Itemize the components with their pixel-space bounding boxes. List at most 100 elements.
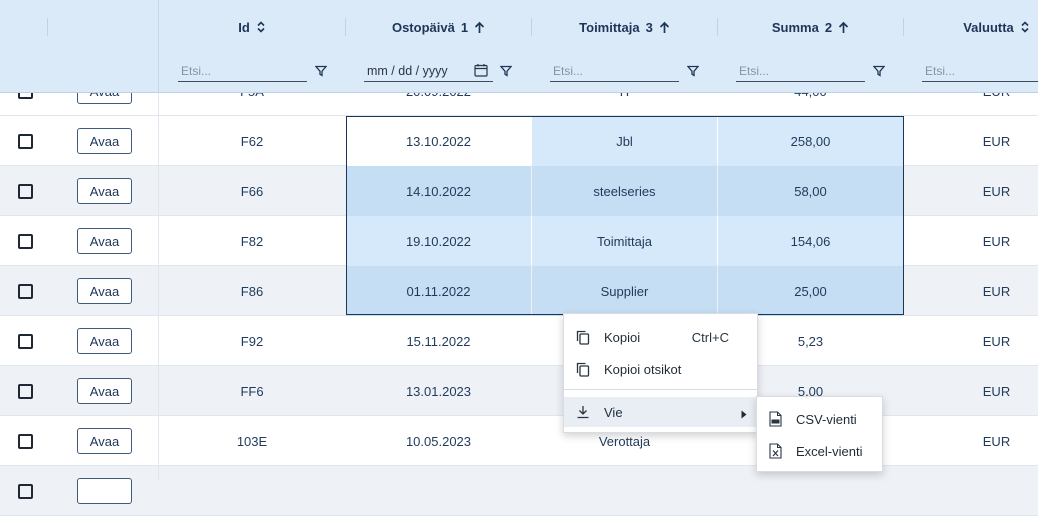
export-submenu: CSV-vienti Excel-vienti (756, 396, 883, 472)
row-checkbox[interactable] (18, 334, 33, 349)
supplier-cell[interactable]: Jbl (532, 116, 717, 166)
column-separator[interactable] (717, 18, 718, 36)
date-filter-input[interactable]: mm / dd / yyyy (364, 60, 493, 82)
open-button[interactable]: Avaa (77, 428, 132, 454)
table-row: Avaa 103E 10.05.2023 Verottaja EUR (0, 416, 1038, 466)
column-header-valuutta[interactable]: Valuutta (904, 17, 1038, 37)
row-checkbox[interactable] (18, 184, 33, 199)
open-button[interactable]: Avaa (77, 328, 132, 354)
sort-unsorted-icon[interactable] (1020, 21, 1030, 33)
open-button[interactable]: Avaa (77, 178, 132, 204)
amount-cell[interactable]: 5,23 (797, 333, 824, 349)
currency-cell[interactable]: EUR (982, 183, 1011, 199)
menu-item-export[interactable]: Vie (564, 397, 757, 427)
menu-item-copy[interactable]: Kopioi Ctrl+C (564, 322, 757, 352)
id-cell[interactable]: 103E (236, 433, 268, 449)
column-header-summa[interactable]: Summa 2 (718, 17, 903, 37)
column-header-toimittaja[interactable]: Toimittaja 3 (532, 17, 717, 37)
row-checkbox[interactable] (18, 134, 33, 149)
csv-file-icon (769, 411, 782, 430)
sort-order-badge: 2 (824, 19, 833, 35)
sort-unsorted-icon[interactable] (256, 21, 266, 33)
sort-ascending-icon[interactable] (659, 21, 670, 34)
table-row: Avaa F62 13.10.2022 Jbl 258,00 EUR (0, 116, 1038, 166)
submenu-arrow-icon (741, 407, 747, 422)
date-cell[interactable]: 15.11.2022 (406, 333, 471, 349)
date-cell[interactable]: 01.11.2022 (346, 266, 531, 316)
amount-cell[interactable]: 154,06 (718, 216, 903, 266)
currency-cell[interactable]: EUR (982, 433, 1011, 449)
sort-ascending-icon[interactable] (474, 21, 485, 34)
column-separator[interactable] (345, 18, 346, 36)
id-cell[interactable]: F86 (240, 283, 264, 299)
row-checkbox[interactable] (18, 284, 33, 299)
id-cell[interactable]: FF6 (240, 383, 264, 399)
column-header-valuutta-label: Valuutta (963, 19, 1014, 35)
menu-item-csv-export[interactable]: CSV-vienti (757, 404, 882, 434)
currency-cell[interactable]: EUR (982, 233, 1011, 249)
copy-icon (576, 362, 590, 380)
id-cell[interactable]: F66 (240, 183, 264, 199)
currency-cell[interactable]: EUR (982, 283, 1011, 299)
id-cell[interactable]: F92 (240, 333, 264, 349)
supplier-cell[interactable]: Toimittaja (532, 216, 717, 266)
date-cell[interactable]: 13.01.2023 (405, 383, 472, 399)
id-cell[interactable]: F82 (240, 233, 264, 249)
id-filter-input[interactable]: Etsi... (178, 60, 307, 82)
menu-item-excel-export-label: Excel-vienti (796, 443, 863, 459)
date-cell[interactable]: 10.05.2023 (405, 433, 472, 449)
column-separator (158, 0, 159, 93)
column-header-ostopaiva-label: Ostopäivä (391, 19, 455, 35)
copy-icon (576, 330, 590, 348)
currency-cell[interactable]: EUR (982, 133, 1011, 149)
column-header-id[interactable]: Id (159, 17, 345, 37)
open-button[interactable]: Avaa (77, 278, 132, 304)
supplier-cell[interactable]: steelseries (532, 166, 717, 216)
column-separator[interactable] (531, 18, 532, 36)
amount-cell[interactable]: 25,00 (718, 266, 903, 316)
currency-cell[interactable]: EUR (982, 383, 1011, 399)
row-checkbox[interactable] (18, 234, 33, 249)
date-cell[interactable]: 14.10.2022 (346, 166, 531, 216)
menu-item-export-label: Vie (604, 404, 623, 420)
valuutta-filter-input[interactable]: Etsi... (922, 60, 1038, 82)
menu-divider (564, 389, 757, 390)
sort-order-badge: 1 (460, 19, 469, 35)
table-row (0, 466, 1038, 516)
summa-filter-input[interactable]: Etsi... (736, 60, 865, 82)
open-button[interactable]: Avaa (77, 228, 132, 254)
filter-icon[interactable] (686, 64, 700, 82)
table-row: Avaa F92 15.11.2022 5,23 EUR (0, 316, 1038, 366)
supplier-cell[interactable]: Supplier (532, 266, 717, 316)
date-cell[interactable]: 19.10.2022 (346, 216, 531, 266)
row-checkbox[interactable] (18, 384, 33, 399)
column-header-ostopaiva[interactable]: Ostopäivä 1 (346, 17, 531, 37)
date-cell[interactable]: 13.10.2022 (346, 116, 531, 166)
download-icon (576, 405, 590, 422)
menu-item-copy-label: Kopioi (604, 329, 641, 345)
date-filter-placeholder: mm / dd / yyyy (367, 63, 448, 78)
currency-cell[interactable]: EUR (982, 333, 1011, 349)
menu-item-copy-headers[interactable]: Kopioi otsikot (564, 354, 757, 384)
row-checkbox[interactable] (18, 484, 33, 499)
open-button[interactable] (77, 478, 132, 504)
supplier-cell[interactable]: Verottaja (598, 433, 651, 449)
column-separator[interactable] (903, 18, 904, 36)
amount-cell[interactable]: 58,00 (718, 166, 903, 216)
menu-item-copy-headers-label: Kopioi otsikot (604, 361, 682, 377)
id-cell[interactable]: F62 (240, 133, 264, 149)
toimittaja-filter-input[interactable]: Etsi... (550, 60, 679, 82)
filter-icon[interactable] (499, 64, 513, 82)
sort-ascending-icon[interactable] (838, 21, 849, 34)
open-button[interactable]: Avaa (77, 378, 132, 404)
amount-cell[interactable]: 5,00 (797, 383, 824, 399)
menu-item-csv-export-label: CSV-vienti (796, 411, 857, 427)
row-checkbox[interactable] (18, 434, 33, 449)
filter-icon[interactable] (314, 64, 328, 82)
menu-item-excel-export[interactable]: Excel-vienti (757, 436, 882, 466)
amount-cell[interactable]: 258,00 (718, 116, 903, 166)
open-button[interactable]: Avaa (77, 128, 132, 154)
filter-icon[interactable] (872, 64, 886, 82)
calendar-icon[interactable] (474, 63, 488, 80)
